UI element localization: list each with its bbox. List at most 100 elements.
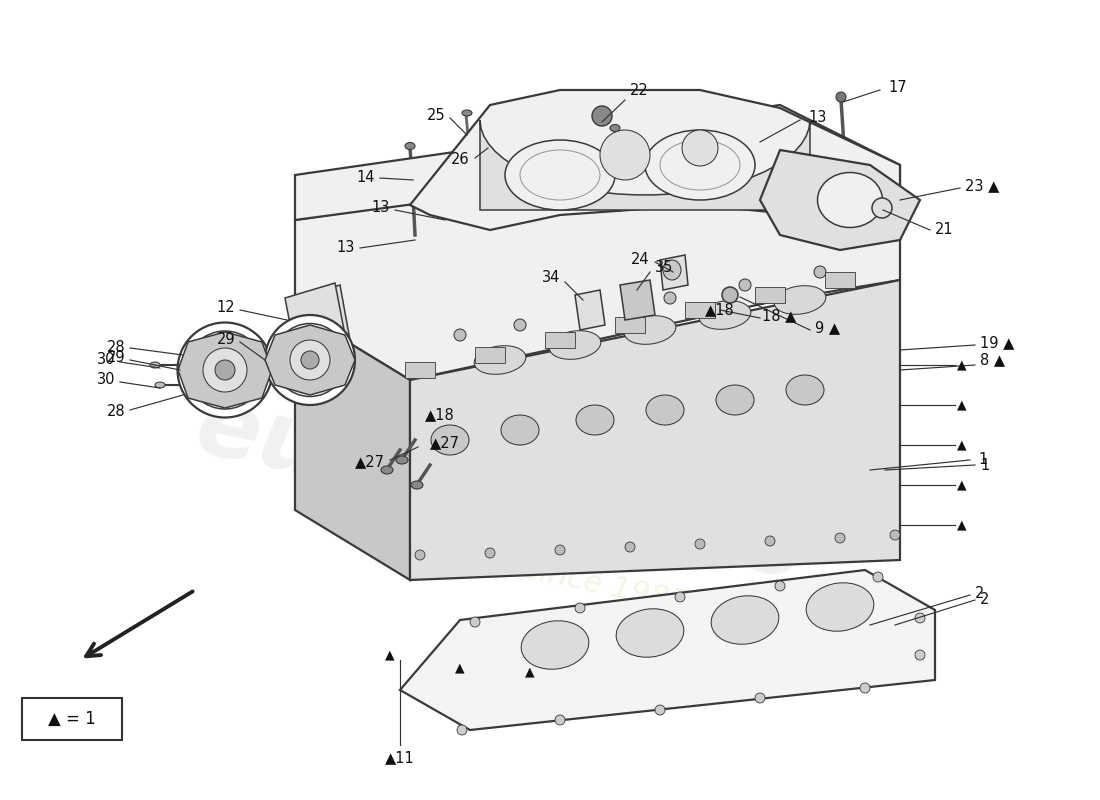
Circle shape xyxy=(625,542,635,552)
Text: 18 ▲: 18 ▲ xyxy=(762,309,796,323)
Ellipse shape xyxy=(196,341,254,399)
Text: a passion since 1985: a passion since 1985 xyxy=(370,522,690,618)
Text: 1: 1 xyxy=(978,453,988,467)
Polygon shape xyxy=(410,280,900,580)
Ellipse shape xyxy=(500,415,539,445)
Polygon shape xyxy=(615,317,645,333)
Circle shape xyxy=(675,592,685,602)
Polygon shape xyxy=(295,310,410,580)
Circle shape xyxy=(556,545,565,555)
Circle shape xyxy=(722,287,738,303)
Circle shape xyxy=(454,329,466,341)
Text: ▲: ▲ xyxy=(957,478,967,491)
Circle shape xyxy=(739,279,751,291)
Text: 2: 2 xyxy=(980,593,989,607)
Text: ▲: ▲ xyxy=(385,649,395,662)
Ellipse shape xyxy=(624,316,675,344)
Circle shape xyxy=(204,348,248,392)
Polygon shape xyxy=(480,120,810,210)
Text: 17: 17 xyxy=(888,81,906,95)
Ellipse shape xyxy=(646,395,684,425)
Ellipse shape xyxy=(645,130,755,200)
Ellipse shape xyxy=(177,322,273,418)
Polygon shape xyxy=(265,325,355,395)
Text: 9 ▲: 9 ▲ xyxy=(815,321,840,335)
Ellipse shape xyxy=(616,609,684,658)
Ellipse shape xyxy=(716,385,754,415)
Text: ▲: ▲ xyxy=(957,438,967,451)
Circle shape xyxy=(301,351,319,369)
Text: ▲27: ▲27 xyxy=(430,435,460,450)
Circle shape xyxy=(695,539,705,549)
Circle shape xyxy=(664,292,676,304)
Ellipse shape xyxy=(712,596,779,644)
Ellipse shape xyxy=(462,110,472,116)
Circle shape xyxy=(860,683,870,693)
Text: ▲: ▲ xyxy=(455,662,465,674)
Circle shape xyxy=(873,572,883,582)
Ellipse shape xyxy=(505,140,615,210)
Circle shape xyxy=(872,198,892,218)
Ellipse shape xyxy=(521,621,588,670)
Ellipse shape xyxy=(186,331,264,409)
Circle shape xyxy=(654,705,666,715)
Text: 1: 1 xyxy=(980,458,989,473)
Circle shape xyxy=(556,715,565,725)
Text: 23 ▲: 23 ▲ xyxy=(965,178,1000,194)
Circle shape xyxy=(835,533,845,543)
Ellipse shape xyxy=(806,582,873,631)
Text: ▲: ▲ xyxy=(957,398,967,411)
Text: 13: 13 xyxy=(372,201,390,215)
Text: ▲: ▲ xyxy=(525,666,535,678)
Text: 34: 34 xyxy=(541,270,560,286)
Circle shape xyxy=(415,550,425,560)
Ellipse shape xyxy=(549,330,601,359)
Circle shape xyxy=(915,650,925,660)
Text: euromotors: euromotors xyxy=(188,381,813,599)
Text: 29: 29 xyxy=(217,333,235,347)
Ellipse shape xyxy=(396,456,408,464)
Ellipse shape xyxy=(405,142,415,150)
Ellipse shape xyxy=(774,286,826,314)
Text: 19 ▲: 19 ▲ xyxy=(980,335,1014,350)
Circle shape xyxy=(485,548,495,558)
Polygon shape xyxy=(475,347,505,363)
FancyBboxPatch shape xyxy=(22,698,122,740)
Circle shape xyxy=(682,130,718,166)
Circle shape xyxy=(755,693,764,703)
Text: 13: 13 xyxy=(808,110,826,126)
Text: 30: 30 xyxy=(97,373,116,387)
Polygon shape xyxy=(575,290,605,330)
Polygon shape xyxy=(295,150,900,380)
Text: ▲11: ▲11 xyxy=(385,750,415,765)
Ellipse shape xyxy=(786,375,824,405)
Circle shape xyxy=(514,319,526,331)
Text: ▲: ▲ xyxy=(957,518,967,531)
Polygon shape xyxy=(825,272,855,288)
Circle shape xyxy=(836,92,846,102)
Text: 13: 13 xyxy=(337,239,355,254)
Polygon shape xyxy=(400,570,935,730)
Polygon shape xyxy=(544,332,575,348)
Text: 29: 29 xyxy=(107,350,125,366)
Polygon shape xyxy=(405,362,435,378)
Polygon shape xyxy=(285,283,345,350)
Circle shape xyxy=(214,360,235,380)
Text: 21: 21 xyxy=(935,222,954,238)
Text: 8 ▲: 8 ▲ xyxy=(980,353,1005,367)
Text: 35: 35 xyxy=(654,261,673,275)
Ellipse shape xyxy=(381,466,393,474)
Ellipse shape xyxy=(663,260,681,280)
Polygon shape xyxy=(410,90,900,230)
Circle shape xyxy=(890,530,900,540)
Circle shape xyxy=(575,603,585,613)
Polygon shape xyxy=(660,255,688,290)
Ellipse shape xyxy=(411,481,424,489)
Text: ▲27: ▲27 xyxy=(355,454,385,470)
Text: 25: 25 xyxy=(427,107,446,122)
Text: ▲18: ▲18 xyxy=(705,302,735,318)
Circle shape xyxy=(776,581,785,591)
Text: 26: 26 xyxy=(451,153,470,167)
Polygon shape xyxy=(620,280,654,320)
Circle shape xyxy=(470,617,480,627)
